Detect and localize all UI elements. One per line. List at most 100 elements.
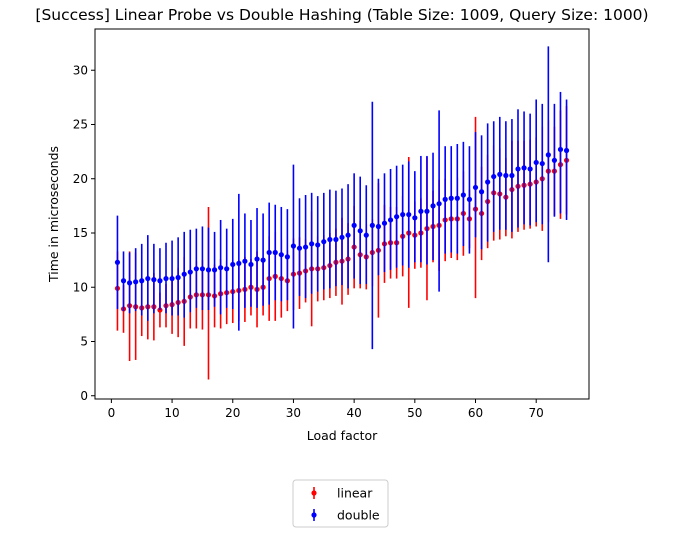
data-point: [497, 171, 503, 177]
data-point: [375, 223, 382, 230]
data-point: [351, 222, 357, 228]
data-point: [260, 257, 266, 263]
data-point: [254, 256, 260, 262]
legend-item-linear: linear: [311, 486, 373, 501]
data-point: [436, 201, 442, 207]
data-point: [327, 236, 333, 243]
y-tick-label: 15: [73, 226, 88, 240]
data-point: [302, 244, 309, 250]
data-point: [503, 172, 509, 179]
data-point: [187, 269, 193, 275]
x-tick-label: 0: [108, 406, 116, 420]
legend-marker: [311, 512, 317, 518]
data-point: [509, 172, 515, 179]
data-point: [491, 173, 497, 180]
data-point: [175, 274, 181, 281]
data-point: [315, 242, 321, 248]
data-point: [521, 165, 527, 171]
data-point: [485, 179, 491, 185]
legend-item-double: double: [311, 508, 380, 523]
data-point: [145, 275, 151, 282]
legend-label: linear: [337, 486, 373, 501]
data-point: [248, 261, 254, 268]
axes: 0 10 20 30 40 50 60 70 0 5 10 15 20 25 30: [73, 63, 544, 420]
data-point: [218, 265, 224, 271]
data-point: [400, 211, 406, 218]
data-point: [387, 217, 394, 223]
data-point: [454, 195, 460, 201]
x-tick-label: 60: [468, 406, 483, 420]
data-point: [430, 203, 436, 209]
data-point: [424, 208, 430, 214]
x-tick-label: 20: [225, 406, 240, 420]
data-point: [272, 249, 278, 256]
y-tick-label: 30: [73, 63, 88, 77]
data-point: [448, 195, 454, 201]
data-point: [205, 267, 212, 273]
legend: linear double: [292, 479, 389, 528]
data-point: [466, 196, 473, 202]
plot-area: [114, 46, 570, 380]
data-point: [278, 252, 284, 258]
x-tick-label: 50: [407, 406, 422, 420]
legend-entries: linear double: [311, 486, 380, 523]
data-point: [381, 220, 388, 226]
data-point: [478, 189, 485, 195]
data-point: [163, 275, 169, 282]
data-point: [533, 159, 539, 166]
data-point: [472, 184, 479, 191]
data-point: [557, 146, 564, 153]
y-tick-label: 10: [73, 280, 88, 294]
data-point: [290, 243, 297, 249]
data-point: [169, 275, 175, 282]
data-point: [321, 239, 327, 245]
data-point: [345, 232, 351, 238]
data-point: [527, 166, 533, 172]
data-point: [157, 278, 163, 284]
data-point: [120, 278, 127, 284]
data-point: [242, 258, 248, 264]
data-point: [339, 234, 345, 240]
data-point: [363, 232, 369, 238]
data-point: [114, 259, 121, 265]
y-tick-label: 0: [80, 389, 88, 403]
x-tick-label: 40: [346, 406, 361, 420]
data-point: [460, 192, 466, 198]
data-point: [394, 214, 400, 220]
data-point: [193, 266, 199, 272]
data-point: [211, 267, 218, 273]
data-point: [133, 279, 139, 285]
legend-frame: [292, 479, 389, 528]
data-point: [126, 280, 133, 286]
x-axis-label: Load factor: [307, 428, 378, 443]
x-tick-label: 10: [164, 406, 179, 420]
legend-label: double: [337, 508, 380, 523]
data-point: [357, 228, 363, 234]
data-point: [199, 266, 206, 272]
x-tick-label: 30: [286, 406, 301, 420]
legend-marker: [311, 490, 317, 496]
data-point: [139, 278, 145, 284]
data-point: [406, 211, 412, 218]
data-point: [181, 271, 187, 277]
data-point: [515, 166, 521, 172]
data-point: [333, 236, 339, 243]
data-point: [224, 266, 230, 272]
y-tick-label: 25: [73, 118, 88, 132]
x-tick-label: 70: [529, 406, 544, 420]
y-tick-label: 5: [80, 335, 88, 349]
data-point: [539, 160, 545, 167]
data-point: [236, 260, 242, 266]
data-point: [266, 249, 272, 256]
plot-frame: [94, 28, 590, 400]
y-tick-label: 20: [73, 172, 88, 186]
data-point: [309, 241, 315, 247]
data-point: [545, 152, 551, 158]
data-point: [151, 277, 157, 283]
y-axis-label: Time in microseconds: [46, 146, 61, 283]
data-point: [284, 254, 290, 260]
data-point: [412, 215, 418, 221]
chart-title: [Success] Linear Probe vs Double Hashing…: [35, 6, 648, 24]
